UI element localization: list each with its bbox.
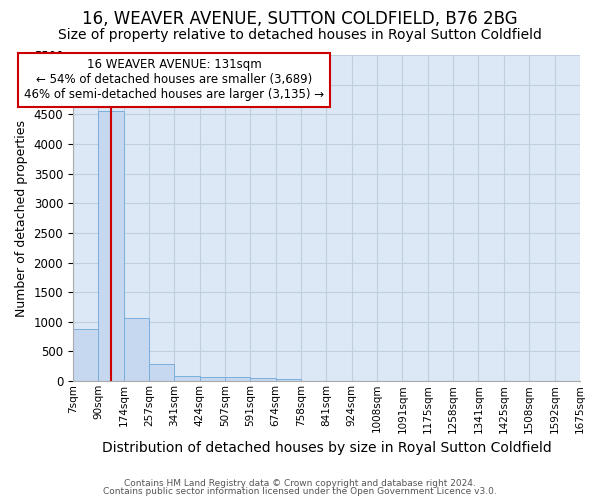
Text: Size of property relative to detached houses in Royal Sutton Coldfield: Size of property relative to detached ho… [58,28,542,42]
Y-axis label: Number of detached properties: Number of detached properties [15,120,28,316]
Text: 16 WEAVER AVENUE: 131sqm
← 54% of detached houses are smaller (3,689)
46% of sem: 16 WEAVER AVENUE: 131sqm ← 54% of detach… [25,58,325,102]
Bar [250,378,275,381]
Bar [98,112,124,381]
X-axis label: Distribution of detached houses by size in Royal Sutton Coldfield: Distribution of detached houses by size … [101,441,551,455]
Bar [73,329,98,381]
Bar [124,318,149,381]
Text: Contains HM Land Registry data © Crown copyright and database right 2024.: Contains HM Land Registry data © Crown c… [124,478,476,488]
Bar [200,376,225,381]
Text: Contains public sector information licensed under the Open Government Licence v3: Contains public sector information licen… [103,487,497,496]
Bar [149,364,175,381]
Bar [175,376,200,381]
Bar [225,378,250,381]
Bar [275,379,301,381]
Text: 16, WEAVER AVENUE, SUTTON COLDFIELD, B76 2BG: 16, WEAVER AVENUE, SUTTON COLDFIELD, B76… [82,10,518,28]
